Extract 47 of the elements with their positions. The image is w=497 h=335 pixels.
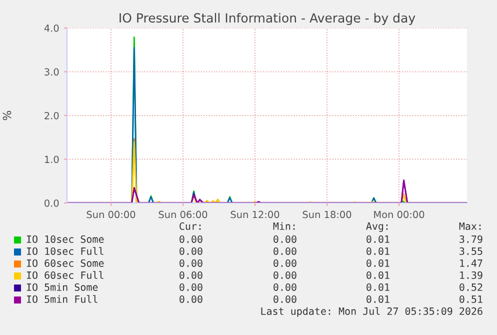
x-tick-label: Mon 00:00 [374,210,424,218]
text: 0.00 [180,235,202,243]
legend-label: IO 5min Full [26,295,98,303]
text: Last update: Mon Jul 27 05:35:09 2026 [261,307,482,317]
text: 0.00 [274,271,296,279]
text: 0.00 [180,295,202,303]
x-tick-label: Sun 12:00 [230,210,280,218]
legend-label: IO 60sec Full [26,271,104,279]
text: Min: [273,222,295,230]
text: 0.00 [274,295,296,303]
text: 0.01 [366,295,390,303]
x-tick-label: Sun 18:00 [302,210,352,218]
text: 1.47 [460,259,482,267]
y-axis-title: % [2,110,12,120]
legend-label: IO 10sec Full [26,247,104,255]
text: 0.51 [460,295,482,303]
text: 3.55 [460,247,482,255]
text: 1.39 [460,271,482,279]
text: 0.00 [180,259,202,267]
legend-label: IO 5min Some [26,283,98,291]
legend-label: IO 60sec Some [26,259,104,267]
text: 0.01 [366,247,390,255]
text: 0.00 [180,271,202,279]
x-tick-label: Sun 06:00 [158,210,208,218]
chart-title: IO Pressure Stall Information - Average - by day [120,12,416,26]
text: 0.00 [180,283,202,291]
legend-label: IO 10sec Some [26,235,104,243]
text: 0.00 [274,259,296,267]
text: 0.01 [366,259,390,267]
y-tick-label: 2.0 [44,112,59,120]
y-tick-label: 1.0 [44,156,59,164]
text: 0.52 [460,283,482,291]
text: 0.01 [366,271,390,279]
text: Cur: [180,222,201,230]
y-tick-label: 4.0 [44,24,59,32]
text: 3.79 [460,235,482,243]
y-tick-label: 3.0 [44,68,59,76]
text: 0.01 [366,283,390,291]
y-tick-label: 0.0 [44,199,59,207]
text: Avg: [366,222,388,232]
text: 0.00 [274,235,296,243]
text: Max: [459,222,481,230]
text: 0.00 [180,247,202,255]
text: 0.00 [274,283,296,291]
x-tick-label: Sun 00:00 [86,210,136,218]
text: 0.00 [274,247,296,255]
text: 0.01 [366,235,390,243]
